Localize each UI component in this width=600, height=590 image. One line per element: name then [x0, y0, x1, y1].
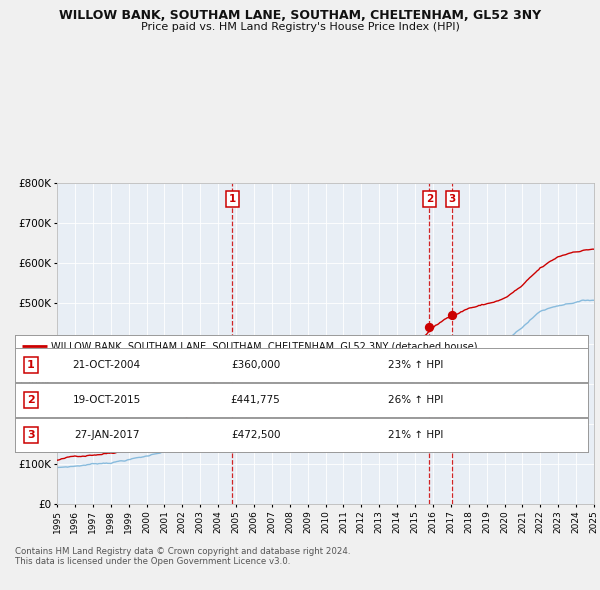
Text: 19-OCT-2015: 19-OCT-2015 — [73, 395, 141, 405]
Text: 3: 3 — [449, 194, 456, 204]
Point — [227, 355, 237, 365]
Text: HPI: Average price, detached house, Tewkesbury: HPI: Average price, detached house, Tewk… — [51, 362, 289, 372]
Text: WILLOW BANK, SOUTHAM LANE, SOUTHAM, CHELTENHAM, GL52 3NY (detached house): WILLOW BANK, SOUTHAM LANE, SOUTHAM, CHEL… — [51, 342, 478, 352]
Text: 1: 1 — [229, 194, 236, 204]
Text: Price paid vs. HM Land Registry's House Price Index (HPI): Price paid vs. HM Land Registry's House … — [140, 22, 460, 32]
Text: 1: 1 — [27, 360, 35, 370]
Text: £472,500: £472,500 — [231, 430, 280, 440]
Text: 26% ↑ HPI: 26% ↑ HPI — [388, 395, 444, 405]
Text: 3: 3 — [27, 430, 35, 440]
Text: 27-JAN-2017: 27-JAN-2017 — [74, 430, 139, 440]
Text: 21-OCT-2004: 21-OCT-2004 — [73, 360, 141, 370]
Text: 2: 2 — [425, 194, 433, 204]
Text: Contains HM Land Registry data © Crown copyright and database right 2024.: Contains HM Land Registry data © Crown c… — [15, 547, 350, 556]
Text: £360,000: £360,000 — [231, 360, 280, 370]
Text: 21% ↑ HPI: 21% ↑ HPI — [388, 430, 444, 440]
Text: WILLOW BANK, SOUTHAM LANE, SOUTHAM, CHELTENHAM, GL52 3NY: WILLOW BANK, SOUTHAM LANE, SOUTHAM, CHEL… — [59, 9, 541, 22]
Text: £441,775: £441,775 — [231, 395, 281, 405]
Point — [448, 310, 457, 319]
Text: 2: 2 — [27, 395, 35, 405]
Text: 23% ↑ HPI: 23% ↑ HPI — [388, 360, 444, 370]
Text: This data is licensed under the Open Government Licence v3.0.: This data is licensed under the Open Gov… — [15, 558, 290, 566]
Point — [425, 322, 434, 332]
